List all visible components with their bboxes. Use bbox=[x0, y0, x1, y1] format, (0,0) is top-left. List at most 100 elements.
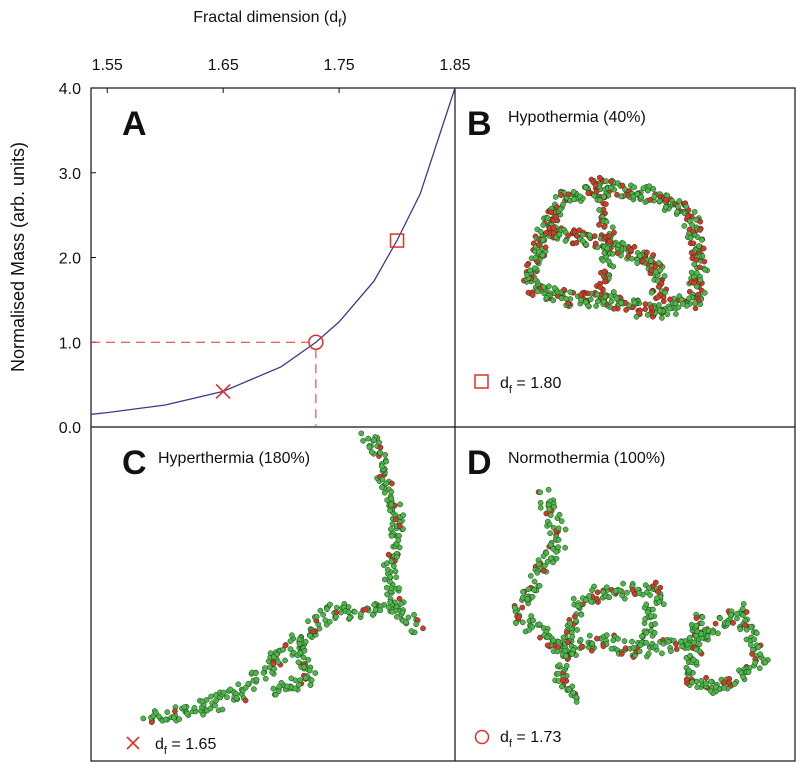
particle bbox=[551, 298, 556, 303]
particle bbox=[644, 602, 649, 607]
particle bbox=[602, 224, 607, 229]
particle bbox=[546, 487, 551, 492]
particle bbox=[662, 273, 667, 278]
particle bbox=[731, 620, 736, 625]
particle bbox=[306, 657, 311, 662]
particle bbox=[606, 233, 611, 238]
particle bbox=[564, 630, 569, 635]
particle bbox=[538, 229, 543, 234]
particle bbox=[389, 502, 394, 507]
particle bbox=[324, 607, 329, 612]
particle bbox=[389, 489, 394, 494]
legend-value: = 1.65 bbox=[167, 736, 216, 753]
particle bbox=[597, 207, 602, 212]
particle bbox=[686, 668, 691, 673]
particle bbox=[297, 641, 302, 646]
particle bbox=[578, 637, 583, 642]
particle bbox=[420, 626, 425, 631]
particle bbox=[738, 627, 743, 632]
particle bbox=[639, 634, 644, 639]
particle bbox=[690, 229, 695, 234]
particle bbox=[750, 651, 755, 656]
particle bbox=[541, 554, 546, 559]
particle bbox=[674, 647, 679, 652]
legend-value: = 1.73 bbox=[512, 729, 561, 746]
particle bbox=[327, 619, 332, 624]
particle bbox=[557, 232, 562, 237]
particle bbox=[579, 644, 584, 649]
particle bbox=[385, 567, 390, 572]
particle bbox=[535, 570, 540, 575]
particle bbox=[262, 666, 267, 671]
y-tick-label: 1.0 bbox=[59, 335, 81, 352]
particle bbox=[740, 606, 745, 611]
x-tick-label: 1.85 bbox=[439, 57, 470, 74]
particle bbox=[379, 485, 384, 490]
particle bbox=[643, 302, 648, 307]
particle bbox=[358, 611, 363, 616]
particle bbox=[327, 602, 332, 607]
particle bbox=[580, 232, 585, 237]
particle bbox=[645, 188, 650, 193]
x-label-end: ) bbox=[341, 9, 346, 26]
particle bbox=[608, 185, 613, 190]
particle bbox=[607, 595, 612, 600]
particle bbox=[393, 569, 398, 574]
particle bbox=[393, 517, 398, 522]
particle bbox=[156, 714, 161, 719]
legend-d: d bbox=[500, 375, 509, 392]
particle bbox=[400, 610, 405, 615]
particle bbox=[298, 650, 303, 655]
particle bbox=[609, 646, 614, 651]
y-tick-label: 3.0 bbox=[59, 166, 81, 183]
particle bbox=[663, 204, 668, 209]
particle bbox=[700, 615, 705, 620]
point bbox=[216, 384, 230, 398]
panel-letter: D bbox=[467, 444, 492, 482]
particle bbox=[192, 705, 197, 710]
particle bbox=[370, 612, 375, 617]
particle bbox=[384, 585, 389, 590]
particle bbox=[406, 615, 411, 620]
particle bbox=[718, 616, 723, 621]
panel-letter: C bbox=[122, 444, 147, 482]
particle bbox=[171, 715, 176, 720]
particle bbox=[563, 296, 568, 301]
particle bbox=[621, 241, 626, 246]
particle bbox=[378, 445, 383, 450]
particle bbox=[367, 445, 372, 450]
particle bbox=[535, 289, 540, 294]
particle bbox=[301, 655, 306, 660]
particle bbox=[532, 587, 537, 592]
particle bbox=[536, 562, 541, 567]
particle bbox=[702, 259, 707, 264]
particle bbox=[310, 629, 315, 634]
particle bbox=[605, 246, 610, 251]
particle bbox=[604, 179, 609, 184]
particle bbox=[397, 596, 402, 601]
particle bbox=[632, 300, 637, 305]
particle bbox=[692, 262, 697, 267]
particle bbox=[587, 233, 592, 238]
particle bbox=[595, 299, 600, 304]
particle bbox=[592, 193, 597, 198]
particle bbox=[221, 690, 226, 695]
particle bbox=[363, 607, 368, 612]
particle bbox=[689, 250, 694, 255]
particle bbox=[551, 560, 556, 565]
particle bbox=[552, 504, 557, 509]
particle bbox=[663, 197, 668, 202]
particle bbox=[566, 192, 571, 197]
particle bbox=[708, 679, 713, 684]
particle bbox=[559, 684, 564, 689]
particle bbox=[390, 609, 395, 614]
particle bbox=[583, 185, 588, 190]
particle bbox=[735, 611, 740, 616]
particle bbox=[520, 589, 525, 594]
particle bbox=[569, 651, 574, 656]
particle bbox=[691, 241, 696, 246]
particle bbox=[560, 202, 565, 207]
particle bbox=[656, 589, 661, 594]
particle bbox=[637, 649, 642, 654]
particle bbox=[653, 644, 658, 649]
